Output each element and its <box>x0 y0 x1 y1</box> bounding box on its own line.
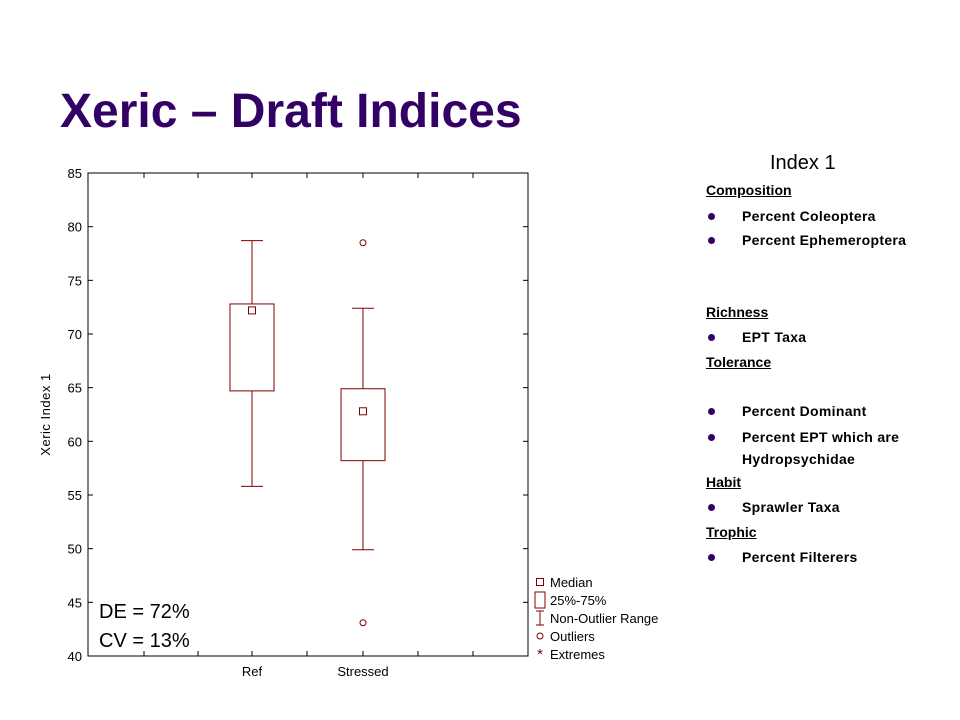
y-tick-label: 55 <box>68 488 82 503</box>
legend-label: 25%-75% <box>550 593 607 608</box>
bullet-dot-icon <box>708 213 715 220</box>
y-tick-label: 60 <box>68 434 82 449</box>
median-marker <box>359 407 367 416</box>
legend-label: Median <box>550 575 593 590</box>
bullet-dot-icon <box>708 434 715 441</box>
list-item: Percent Dominant <box>706 400 916 422</box>
median-marker <box>248 306 256 315</box>
y-axis-label: Xeric Index 1 <box>38 373 53 455</box>
y-tick-label: 70 <box>68 327 82 342</box>
legend-label: Outliers <box>550 629 595 644</box>
list-item: EPT Taxa <box>706 326 916 348</box>
list-item: Percent EPT which are Hydropsychidae <box>706 426 916 470</box>
stats-annotation: DE = 72% CV = 13% <box>99 598 190 656</box>
legend-box-icon <box>534 591 546 609</box>
iqr-box <box>340 388 386 462</box>
y-tick-label: 75 <box>68 273 82 288</box>
x-tick-label: Ref <box>242 664 263 679</box>
bullet-dot-icon <box>708 554 715 561</box>
y-tick-label: 45 <box>68 595 82 610</box>
x-tick-label: Stressed <box>337 664 388 679</box>
bullet-dot-icon <box>708 408 715 415</box>
legend-extreme-icon: * <box>537 646 543 663</box>
y-tick-label: 40 <box>68 649 82 664</box>
y-tick-label: 80 <box>68 220 82 235</box>
plot-frame <box>87 172 529 657</box>
section-heading-habit: Habit <box>706 474 741 490</box>
section-heading-richness: Richness <box>706 304 769 320</box>
section-heading-trophic: Trophic <box>706 524 757 540</box>
list-item: Percent Coleoptera <box>706 205 916 227</box>
y-tick-label: 50 <box>68 542 82 557</box>
list-item: Sprawler Taxa <box>706 496 916 518</box>
section-heading-tolerance: Tolerance <box>706 354 772 370</box>
outlier-point <box>359 619 367 627</box>
y-tick-label: 65 <box>68 381 82 396</box>
legend-median-icon <box>536 578 544 586</box>
de-label: DE = 72% <box>99 601 190 623</box>
legend-outlier-icon <box>536 632 544 640</box>
legend-label: Non-Outlier Range <box>550 611 658 626</box>
index-panel-title: Index 1 <box>770 152 836 174</box>
slide-title: Xeric – Draft Indices <box>60 85 522 138</box>
y-tick-label: 85 <box>68 166 82 181</box>
cv-label: CV = 13% <box>99 630 190 652</box>
outlier-point <box>359 239 367 247</box>
legend-label: Extremes <box>550 647 605 662</box>
iqr-box <box>229 303 275 392</box>
list-item: Percent Ephemeroptera <box>706 229 916 251</box>
bullet-dot-icon <box>708 504 715 511</box>
bullet-dot-icon <box>708 334 715 341</box>
bullet-dot-icon <box>708 237 715 244</box>
list-item: Percent Filterers <box>706 546 916 568</box>
section-heading-composition: Composition <box>706 182 792 198</box>
